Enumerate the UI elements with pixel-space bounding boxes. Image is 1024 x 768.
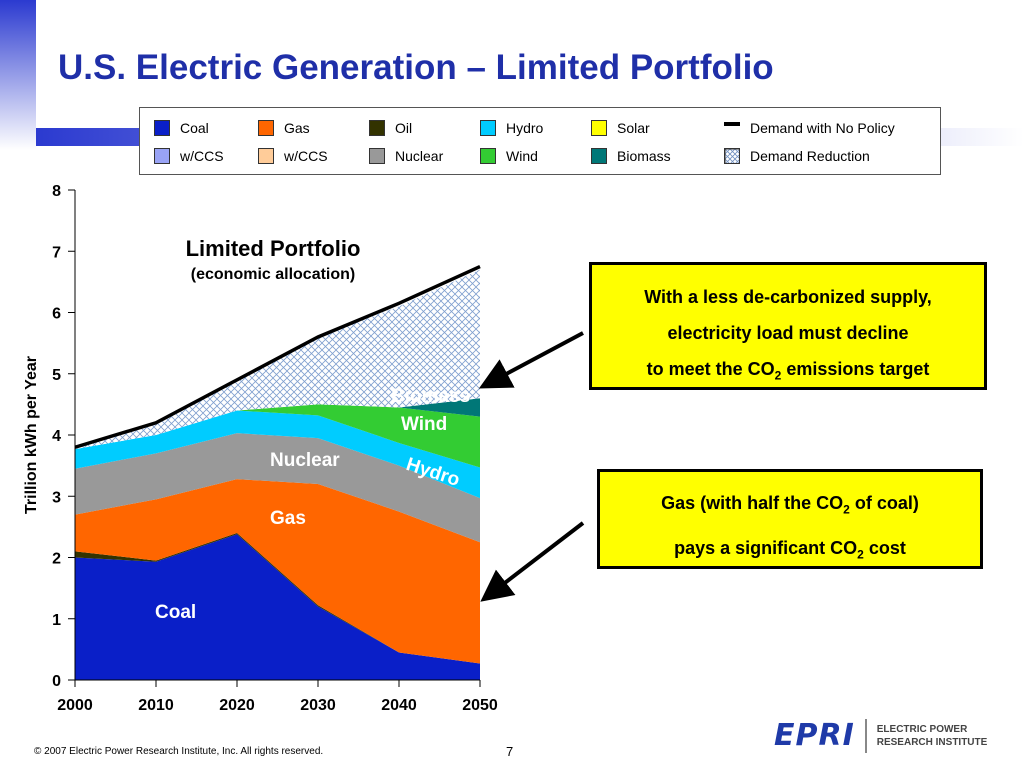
y-tick-label: 0: [52, 673, 61, 690]
legend-item-demand-reduction: Demand Reduction: [724, 148, 870, 164]
logo-org-line: ELECTRIC POWER: [876, 723, 968, 735]
x-tick-label: 2000: [57, 697, 93, 714]
legend-swatch-hatched: [724, 148, 740, 164]
logo-org-line: RESEARCH INSTITUTE: [876, 736, 988, 748]
legend-label: Nuclear: [395, 148, 444, 164]
legend-swatch: [480, 148, 496, 164]
legend-item-coal-ccs: w/CCS: [154, 148, 224, 164]
x-tick-label: 2020: [219, 697, 255, 714]
chart-title: Limited Portfolio: [185, 236, 361, 261]
area-nuclear: [75, 433, 480, 543]
legend-label: Wind: [506, 148, 538, 164]
area-coal: [75, 534, 480, 680]
copyright-notice: © 2007 Electric Power Research Institute…: [34, 746, 324, 757]
callout-text: cost: [863, 537, 906, 558]
x-tick-label: 2030: [300, 697, 336, 714]
callout-text: emissions target: [781, 359, 930, 379]
legend-item-gas: Gas: [258, 120, 310, 136]
legend-swatch: [591, 148, 607, 164]
callout-line: Gas (with half the CO2 of coal): [600, 484, 980, 529]
legend-label: w/CCS: [180, 148, 224, 164]
legend-item-gas-ccs: w/CCS: [258, 148, 328, 164]
epri-logo-wordmark: EPRI: [774, 718, 855, 753]
area-gas: [75, 479, 480, 664]
generation-area-chart: 0 1 2 3 4 5 6 7 8 2000 2010 2020 2030 2040 2050: [52, 183, 498, 714]
callout-line: electricity load must decline: [667, 323, 909, 343]
demand-no-policy-line: [74, 264, 481, 449]
callout-text: to meet the CO: [646, 359, 775, 379]
area-label-coal: Coal: [155, 602, 197, 623]
y-tick-label: 1: [52, 612, 61, 629]
legend-item-nuclear: Nuclear: [369, 148, 443, 164]
y-tick-label: 8: [52, 183, 61, 200]
callout-line: With a less de-carbonized supply,: [644, 287, 932, 307]
legend-swatch: [369, 148, 385, 164]
legend-swatch: [154, 148, 170, 164]
callout-text: pays a significant CO: [674, 537, 858, 558]
legend-swatch: [369, 120, 385, 136]
logo-divider: [864, 718, 867, 753]
legend-label: Biomass: [617, 148, 671, 164]
callout-subscript: 2: [774, 368, 782, 383]
legend-swatch: [154, 120, 170, 136]
legend-label: Hydro: [506, 120, 544, 136]
legend-swatch: [258, 120, 274, 136]
y-tick-label: 2: [52, 551, 61, 568]
area-label-nuclear: Nuclear: [270, 450, 340, 471]
callout-subscript: 2: [843, 502, 850, 517]
area-wind: [75, 404, 480, 468]
area-label-biomass: Biomass: [391, 386, 471, 407]
legend-item-solar: Solar: [591, 120, 650, 136]
callout-text: Gas (with half the CO: [661, 493, 844, 513]
callout-line: to meet the CO2 emissions target: [592, 351, 984, 394]
area-label-wind: Wind: [401, 414, 448, 435]
callout-subscript: 2: [857, 547, 864, 562]
legend-label: Oil: [395, 120, 413, 136]
callout-load-decline: With a less de-carbonized supply, electr…: [589, 262, 987, 390]
x-tick-label: 2010: [138, 697, 174, 714]
legend-label: Demand Reduction: [750, 148, 870, 164]
y-axis-label: Trillion kWh per Year: [23, 356, 40, 514]
x-tick-label: 2040: [381, 697, 417, 714]
y-tick-label: 6: [52, 306, 61, 323]
legend-label: Demand with No Policy: [750, 120, 895, 136]
legend-item-wind: Wind: [480, 148, 538, 164]
callout-line: pays a significant CO2 cost: [600, 529, 980, 574]
legend-label: Solar: [617, 120, 650, 136]
area-hydro: [75, 410, 480, 499]
legend-label: w/CCS: [284, 148, 328, 164]
legend-line-marker: [724, 122, 740, 126]
chart-axes: 0 1 2 3 4 5 6 7 8 2000 2010 2020 2030 2040 2050: [52, 183, 498, 714]
legend-swatch: [258, 148, 274, 164]
epri-logo: EPRI ELECTRIC POWER RESEARCH INSTITUTE: [774, 718, 987, 753]
logo-org-name: ELECTRIC POWER RESEARCH INSTITUTE: [877, 723, 988, 749]
legend-item-hydro: Hydro: [480, 120, 543, 136]
legend-item-oil: Oil: [369, 120, 412, 136]
area-label-gas: Gas: [270, 508, 306, 529]
y-tick-label: 4: [52, 428, 61, 445]
legend-item-coal: Coal: [154, 120, 209, 136]
y-tick-label: 3: [52, 489, 61, 506]
page-number: 7: [506, 744, 514, 759]
callout-text: of coal): [849, 493, 919, 513]
chart-subtitle: (economic allocation): [190, 266, 356, 283]
legend-label: Coal: [180, 120, 209, 136]
legend-item-demand-no-policy: Demand with No Policy: [724, 120, 895, 136]
legend-label: Gas: [284, 120, 310, 136]
y-tick-label: 5: [52, 367, 61, 384]
area-series-group: [75, 269, 480, 680]
slide-title: U.S. Electric Generation – Limited Portf…: [58, 48, 774, 87]
y-tick-label: 7: [52, 244, 61, 261]
x-tick-label: 2050: [462, 697, 498, 714]
side-gradient-strip: [0, 0, 36, 150]
chart-legend: Coal Gas Oil Hydro Solar Demand with No …: [139, 107, 941, 175]
callout-gas-cost: Gas (with half the CO2 of coal) pays a s…: [597, 469, 983, 569]
legend-swatch: [591, 120, 607, 136]
legend-item-biomass: Biomass: [591, 148, 671, 164]
area-biomass: [75, 398, 480, 450]
legend-swatch: [480, 120, 496, 136]
